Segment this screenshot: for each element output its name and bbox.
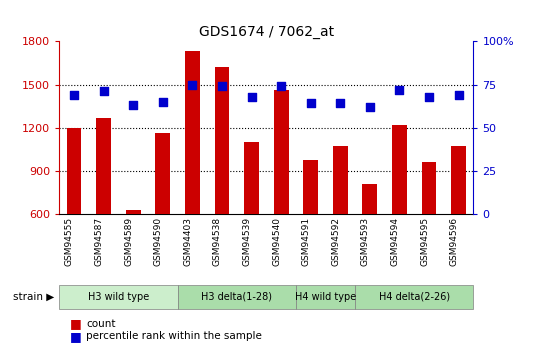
Bar <box>363 184 377 214</box>
Text: strain ▶: strain ▶ <box>12 292 54 302</box>
Bar <box>333 146 348 214</box>
Bar <box>67 128 81 214</box>
Point <box>188 82 196 87</box>
Bar <box>155 134 170 214</box>
Text: GSM94540: GSM94540 <box>272 217 281 266</box>
Bar <box>185 51 200 214</box>
Bar <box>422 162 436 214</box>
Bar <box>215 67 229 214</box>
Point <box>217 83 226 89</box>
Text: GSM94538: GSM94538 <box>213 217 222 266</box>
Text: GSM94590: GSM94590 <box>154 217 162 266</box>
Text: GSM94539: GSM94539 <box>243 217 251 266</box>
Bar <box>126 210 140 214</box>
Bar <box>303 160 318 214</box>
Bar <box>96 118 111 214</box>
Point <box>158 99 167 105</box>
Text: percentile rank within the sample: percentile rank within the sample <box>86 332 262 341</box>
Point <box>99 89 108 94</box>
Text: GSM94555: GSM94555 <box>65 217 74 266</box>
Point <box>306 101 315 106</box>
Text: GSM94403: GSM94403 <box>183 217 192 266</box>
Text: H4 wild type: H4 wild type <box>295 292 356 302</box>
Text: GSM94593: GSM94593 <box>361 217 370 266</box>
Text: H3 delta(1-28): H3 delta(1-28) <box>201 292 272 302</box>
Point <box>69 92 79 98</box>
Point <box>336 101 344 106</box>
Point <box>129 102 137 108</box>
Text: GSM94596: GSM94596 <box>450 217 458 266</box>
Point <box>454 92 463 98</box>
Bar <box>451 146 466 214</box>
Bar <box>392 125 407 214</box>
Point <box>365 104 374 110</box>
Bar <box>274 90 288 214</box>
Bar <box>244 142 259 214</box>
Text: ■: ■ <box>70 330 82 343</box>
Text: H3 wild type: H3 wild type <box>88 292 149 302</box>
Text: GSM94592: GSM94592 <box>331 217 340 266</box>
Point <box>395 87 404 92</box>
Point <box>277 83 285 89</box>
Text: count: count <box>86 319 116 328</box>
Point <box>247 94 256 99</box>
Text: GSM94595: GSM94595 <box>420 217 429 266</box>
Text: GSM94589: GSM94589 <box>124 217 133 266</box>
Text: GSM94587: GSM94587 <box>95 217 103 266</box>
Title: GDS1674 / 7062_at: GDS1674 / 7062_at <box>199 25 334 39</box>
Point <box>424 94 433 99</box>
Text: ■: ■ <box>70 317 82 330</box>
Text: GSM94591: GSM94591 <box>302 217 311 266</box>
Text: GSM94594: GSM94594 <box>391 217 399 266</box>
Text: H4 delta(2-26): H4 delta(2-26) <box>379 292 450 302</box>
